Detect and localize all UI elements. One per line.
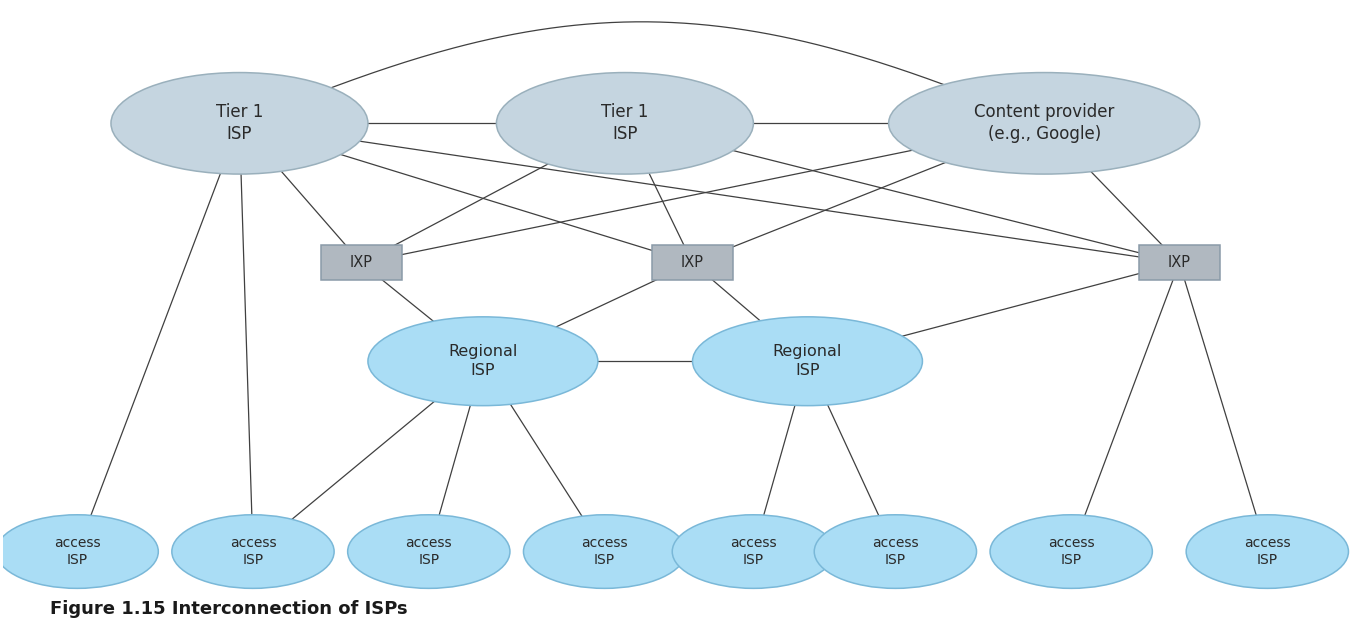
- Ellipse shape: [672, 515, 835, 588]
- Text: Content provider
(e.g., Google): Content provider (e.g., Google): [974, 103, 1115, 143]
- Text: access
ISP: access ISP: [581, 536, 627, 567]
- Text: access
ISP: access ISP: [1244, 536, 1290, 567]
- Text: IXP: IXP: [680, 255, 703, 271]
- Ellipse shape: [990, 515, 1153, 588]
- Ellipse shape: [523, 515, 686, 588]
- Text: IXP: IXP: [349, 255, 372, 271]
- Text: access
ISP: access ISP: [731, 536, 777, 567]
- Text: access
ISP: access ISP: [230, 536, 276, 567]
- Text: IXP: IXP: [1168, 255, 1191, 271]
- Text: access
ISP: access ISP: [872, 536, 919, 567]
- Ellipse shape: [368, 317, 598, 406]
- Ellipse shape: [693, 317, 922, 406]
- Ellipse shape: [172, 515, 334, 588]
- Text: Regional
ISP: Regional ISP: [448, 344, 517, 378]
- Ellipse shape: [0, 515, 159, 588]
- Ellipse shape: [497, 72, 754, 174]
- Text: Figure 1.15 Interconnection of ISPs: Figure 1.15 Interconnection of ISPs: [50, 600, 407, 618]
- Text: Tier 1
ISP: Tier 1 ISP: [216, 103, 263, 143]
- Text: access
ISP: access ISP: [1048, 536, 1095, 567]
- Text: Regional
ISP: Regional ISP: [773, 344, 842, 378]
- FancyBboxPatch shape: [320, 246, 402, 280]
- Text: access
ISP: access ISP: [54, 536, 100, 567]
- FancyBboxPatch shape: [652, 246, 733, 280]
- Text: access
ISP: access ISP: [406, 536, 452, 567]
- Text: Tier 1
ISP: Tier 1 ISP: [602, 103, 649, 143]
- Ellipse shape: [348, 515, 511, 588]
- FancyBboxPatch shape: [1139, 246, 1219, 280]
- Ellipse shape: [888, 72, 1199, 174]
- Ellipse shape: [111, 72, 368, 174]
- Ellipse shape: [1186, 515, 1348, 588]
- Ellipse shape: [815, 515, 976, 588]
